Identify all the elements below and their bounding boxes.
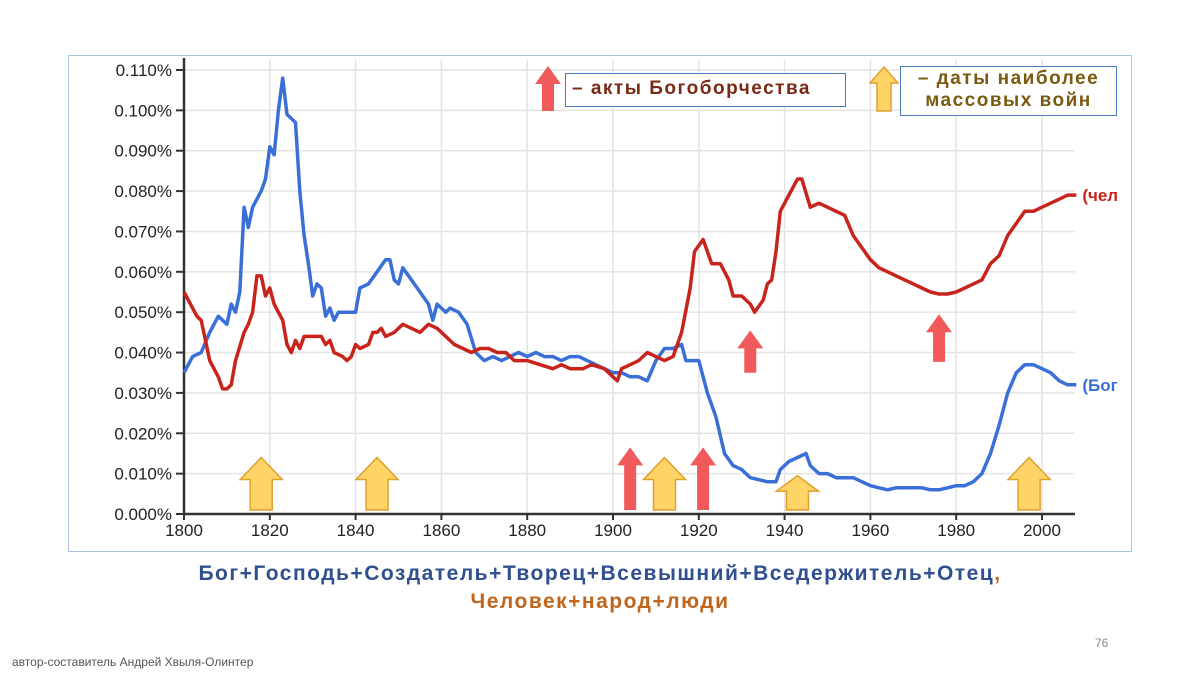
- y-tick-label: 0.010%: [114, 465, 172, 484]
- y-tick-label: 0.060%: [114, 263, 172, 282]
- war-arrow-icon: [1006, 456, 1052, 511]
- x-tick-label: 1920: [680, 521, 718, 540]
- legend-theomachy: – акты Богоборчества: [565, 73, 846, 107]
- chart-frame: [68, 55, 1132, 552]
- legend-red-arrow-icon: [535, 66, 561, 111]
- caption-god-terms: Бог+Господь+Создатель+Творец+Всевышний+В…: [0, 562, 1200, 586]
- theomachy-arrow-icon: [926, 314, 953, 362]
- series-end-label: (Бог: [1082, 376, 1117, 395]
- legend-wars-label-1: – даты наиболее: [917, 68, 1100, 89]
- war-arrow-icon: [774, 474, 821, 511]
- y-tick-label: 0.110%: [116, 61, 172, 80]
- y-tick-label: 0.070%: [114, 222, 172, 241]
- x-tick-label: 1900: [594, 521, 632, 540]
- y-tick-label: 0.040%: [114, 344, 172, 363]
- war-arrow-icon: [354, 456, 400, 511]
- caption-comma: ,: [994, 562, 1002, 585]
- y-tick-label: 0.080%: [114, 182, 172, 201]
- theomachy-arrow-icon: [617, 447, 644, 510]
- legend-yellow-arrow-icon: [868, 65, 900, 112]
- x-tick-label: 1880: [508, 521, 546, 540]
- caption-line-1: Бог+Господь+Создатель+Творец+Всевышний+В…: [198, 562, 995, 585]
- series-end-label: (чел: [1082, 186, 1118, 205]
- x-tick-label: 1960: [851, 521, 889, 540]
- x-tick-label: 1940: [766, 521, 804, 540]
- author-credit: автор-составитель Андрей Хвыля-Олинтер: [12, 655, 254, 669]
- y-tick-label: 0.030%: [114, 384, 172, 403]
- y-tick-label: 0.020%: [114, 424, 172, 443]
- theomachy-arrow-icon: [690, 447, 717, 510]
- x-tick-label: 1800: [165, 521, 203, 540]
- y-tick-label: 0.050%: [114, 303, 172, 322]
- legend-wars: – даты наиболее массовых войн: [900, 66, 1117, 116]
- y-tick-label: 0.090%: [114, 142, 172, 161]
- legend-theomachy-label: – акты Богоборчества: [572, 78, 811, 99]
- x-tick-label: 1820: [251, 521, 289, 540]
- theomachy-arrow-icon: [737, 330, 764, 373]
- x-tick-label: 1840: [337, 521, 375, 540]
- caption-human-terms: Человек+народ+люди: [470, 590, 730, 613]
- series-line-human: [182, 177, 1077, 391]
- x-tick-label: 2000: [1023, 521, 1061, 540]
- y-tick-label: 0.000%: [114, 505, 172, 524]
- series-line-god: [182, 76, 1077, 492]
- y-tick-label: 0.100%: [114, 101, 172, 120]
- x-tick-label: 1980: [937, 521, 975, 540]
- legend-wars-label-2: массовых войн: [925, 90, 1092, 111]
- war-arrow-icon: [641, 456, 688, 511]
- x-tick-label: 1860: [422, 521, 460, 540]
- page-number: 76: [1095, 636, 1109, 650]
- war-arrow-icon: [238, 456, 284, 511]
